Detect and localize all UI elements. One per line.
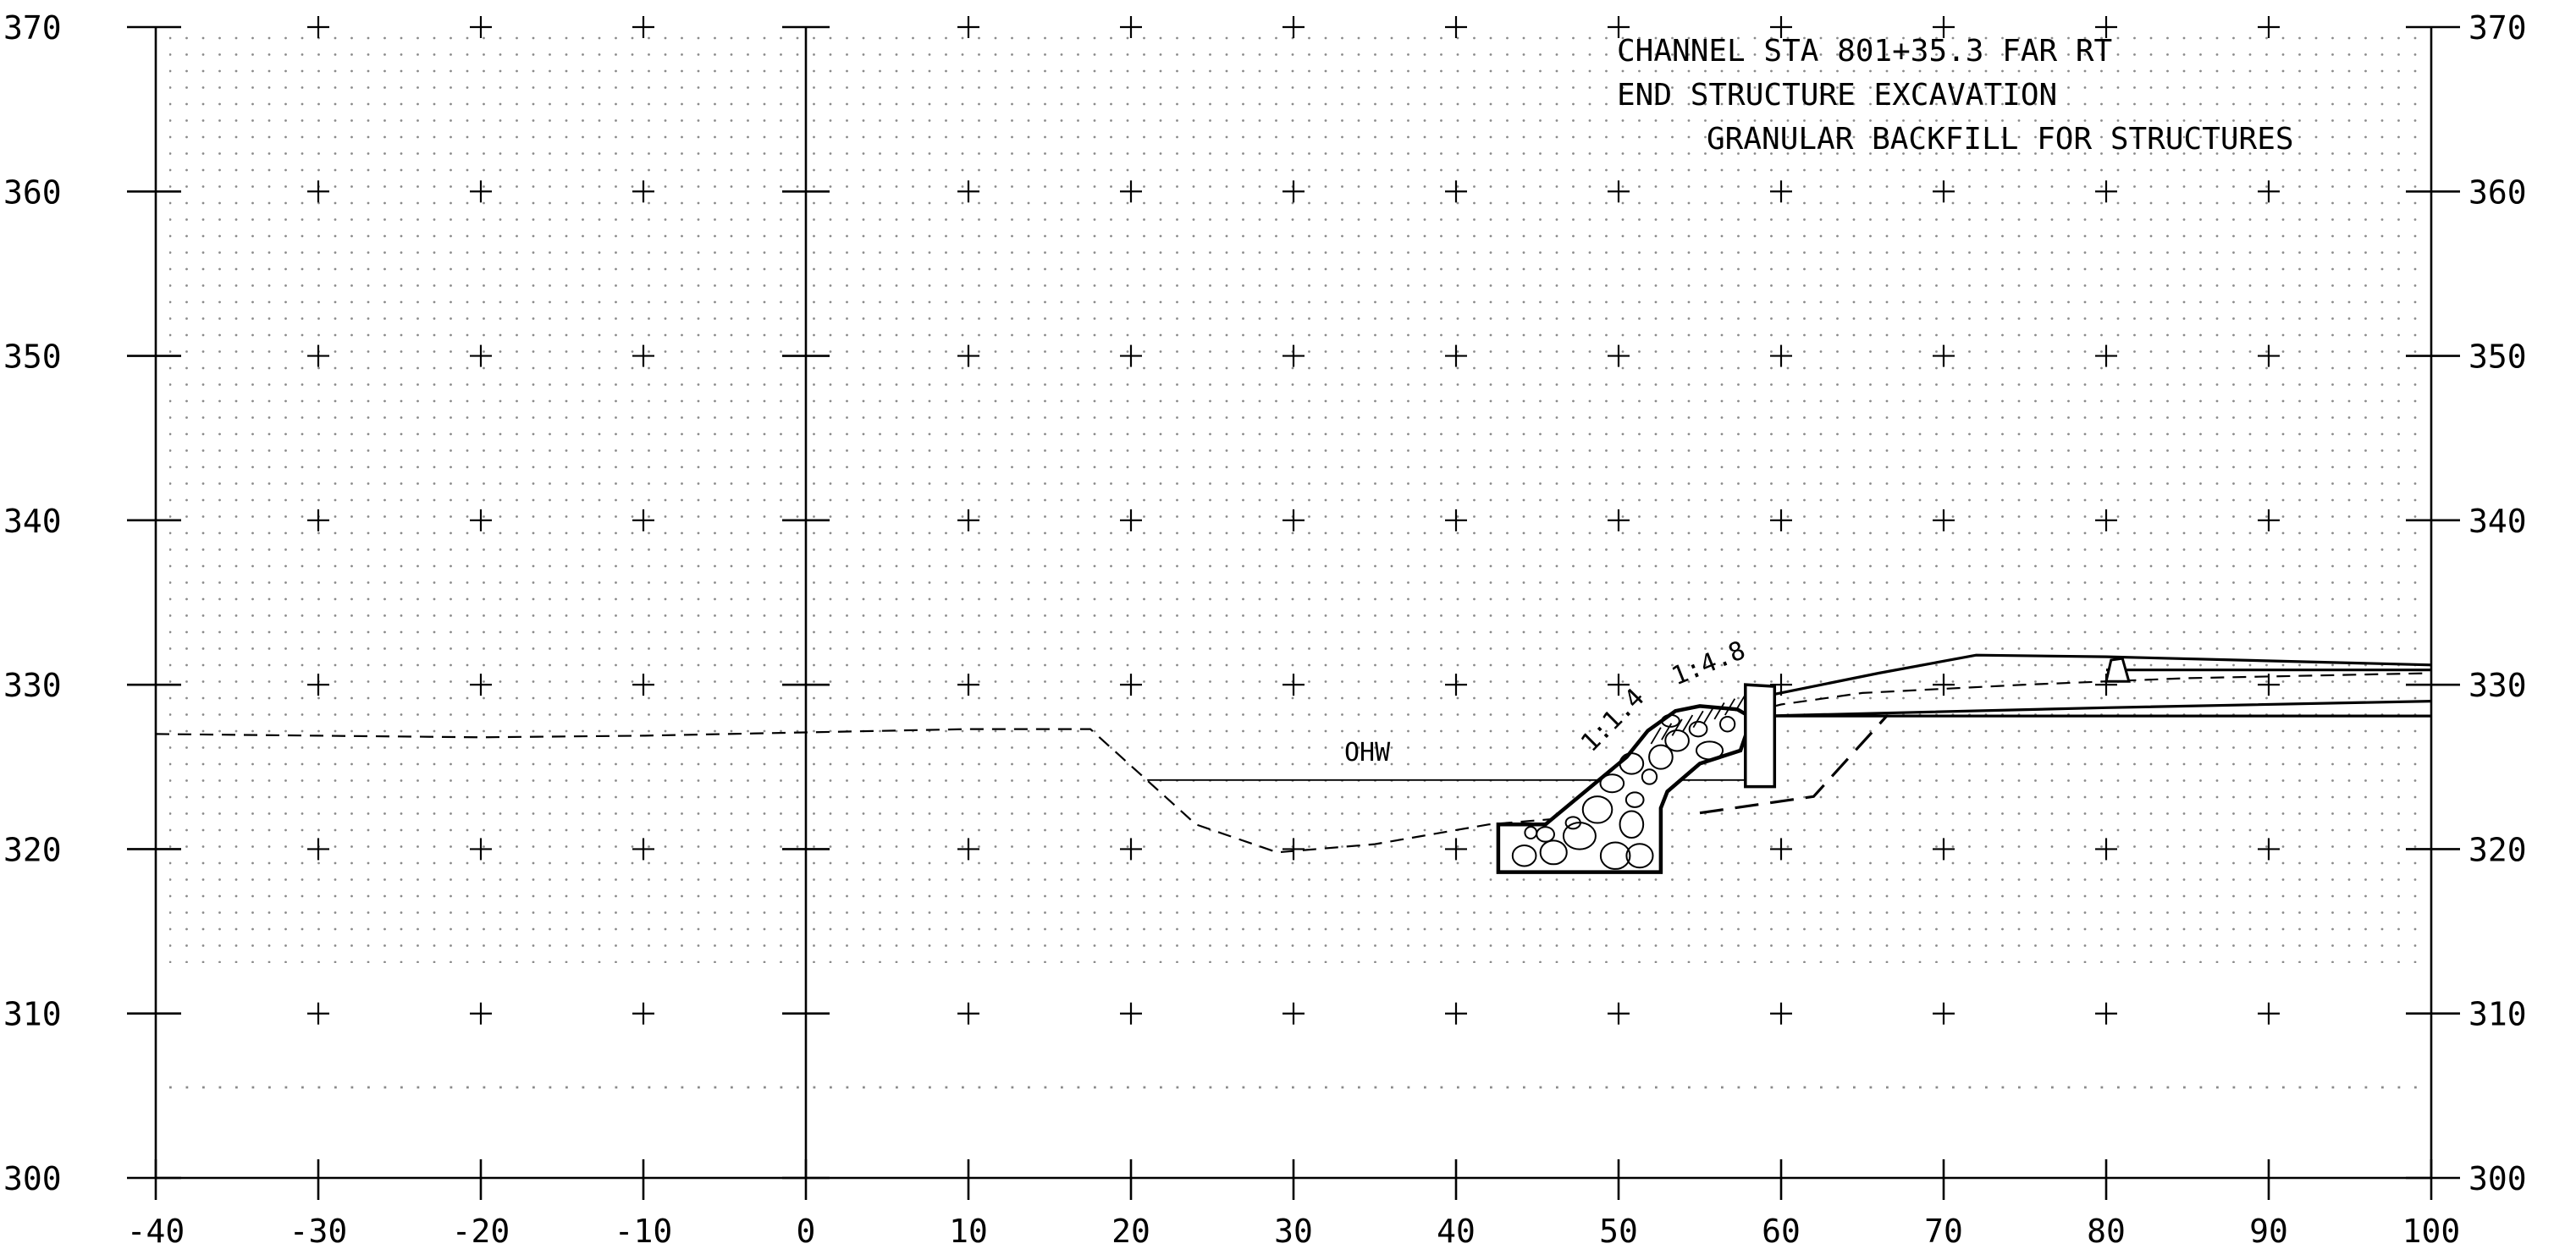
note-excavation: END STRUCTURE EXCAVATION <box>1617 78 2057 113</box>
cobble <box>1524 826 1538 839</box>
y-tick-label-left: 320 <box>3 831 62 868</box>
cobble <box>1664 729 1690 752</box>
slope-hatch <box>1650 727 1662 745</box>
y-tick-label-right: 310 <box>2468 996 2527 1033</box>
cobble <box>1625 843 1654 869</box>
slope-hatch <box>1713 702 1725 720</box>
cobble <box>1539 839 1568 866</box>
cobble <box>1564 816 1581 830</box>
cobble <box>1648 744 1674 770</box>
x-tick-label: 90 <box>2249 1213 2288 1249</box>
slope-hatch <box>1735 694 1746 712</box>
x-tick-label: -30 <box>290 1213 348 1249</box>
ohw-label: OHW <box>1344 738 1391 768</box>
y-tick-label-right: 320 <box>2468 831 2527 868</box>
finished-grade-line <box>1764 653 2431 698</box>
y-tick-label-left: 360 <box>3 173 62 211</box>
cobble <box>1619 810 1645 839</box>
slope-hatch <box>1682 714 1694 732</box>
x-tick-label: 60 <box>1762 1213 1801 1249</box>
cobble <box>1688 720 1708 738</box>
x-tick-label: 0 <box>797 1213 816 1249</box>
slope-hatch <box>1724 698 1736 716</box>
dot-grid-upper <box>169 32 2428 963</box>
x-tick-label: 20 <box>1111 1213 1150 1249</box>
y-tick-label-right: 370 <box>2468 9 2527 47</box>
excavation-line <box>1699 715 1888 815</box>
y-tick-label-left: 310 <box>3 996 62 1033</box>
x-tick-label: 30 <box>1274 1213 1313 1249</box>
x-tick-label: -20 <box>452 1213 510 1249</box>
y-tick-label-right: 330 <box>2468 667 2527 704</box>
x-tick-label: 80 <box>2087 1213 2126 1249</box>
y-tick-label-left: 370 <box>3 9 62 47</box>
cobble <box>1661 713 1680 728</box>
section-drawing <box>156 653 2431 874</box>
curb <box>2104 657 2131 683</box>
y-tick-label-right: 340 <box>2468 503 2527 540</box>
y-tick-label-left: 350 <box>3 338 62 376</box>
existing-ground-line <box>156 672 2431 854</box>
slope-hatch <box>1661 723 1673 740</box>
cobble <box>1581 795 1613 824</box>
y-tick-label-left: 340 <box>3 503 62 540</box>
x-tick-label: 40 <box>1437 1213 1476 1249</box>
x-tick-label: -40 <box>127 1213 185 1249</box>
granular-backfill-hatch <box>1511 694 1746 870</box>
cobble <box>1695 740 1724 761</box>
cobble <box>1619 752 1645 775</box>
roadway-line <box>1764 700 2431 718</box>
y-tick-label-right: 350 <box>2468 338 2527 376</box>
note-station: CHANNEL STA 801+35.3 FAR RT <box>1617 34 2112 69</box>
slope-hatch <box>1703 706 1715 724</box>
y-tick-label-left: 300 <box>3 1160 62 1197</box>
y-tick-label-right: 300 <box>2468 1160 2527 1197</box>
slope-hatch <box>1692 710 1704 729</box>
y-tick-label-right: 360 <box>2468 173 2527 211</box>
cobble <box>1599 841 1631 870</box>
headwall <box>1744 683 1777 789</box>
slope-hatch <box>1671 718 1683 736</box>
cobble <box>1599 773 1625 794</box>
x-tick-label: 50 <box>1599 1213 1638 1249</box>
cobble <box>1641 768 1658 785</box>
cobble <box>1624 791 1645 808</box>
y-tick-label-left: 330 <box>3 667 62 704</box>
x-tick-label: 70 <box>1924 1213 1963 1249</box>
grid-layer <box>154 16 2433 1180</box>
axis-ticks <box>127 25 2460 1200</box>
x-tick-label: -10 <box>615 1213 673 1249</box>
x-tick-label: 10 <box>949 1213 988 1249</box>
cobble <box>1511 844 1537 867</box>
x-tick-label: 100 <box>2402 1213 2461 1249</box>
note-backfill: GRANULAR BACKFILL FOR STRUCTURES <box>1707 122 2294 157</box>
cobble <box>1719 716 1736 733</box>
